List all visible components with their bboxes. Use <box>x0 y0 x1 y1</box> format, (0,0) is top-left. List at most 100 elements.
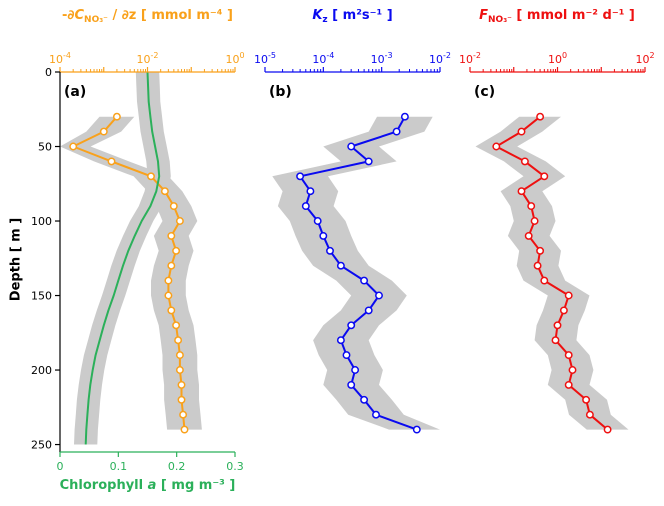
nitrate_gradient-marker <box>175 217 184 225</box>
nitrate_gradient-marker <box>172 321 181 330</box>
vertical_diffusivity-marker <box>301 202 310 211</box>
title-b-symbol: K <box>312 8 323 23</box>
depth-axis-label: Depth [ m ] <box>9 200 24 320</box>
nitrate_flux-marker <box>530 217 539 225</box>
vertical_diffusivity-marker <box>412 425 421 434</box>
nitrate_gradient-marker <box>112 112 121 121</box>
svg-text:10-4: 10-4 <box>312 51 334 66</box>
vertical_diffusivity-marker <box>364 157 373 166</box>
vertical_diffusivity-marker <box>347 380 356 389</box>
svg-text:0: 0 <box>57 460 64 473</box>
depth-axis-label-text: Depth [ m ] <box>8 217 24 302</box>
svg-text:10-2: 10-2 <box>429 51 451 66</box>
title-a-units: / ∂z [ mmol m⁻⁴ ] <box>107 8 233 23</box>
nitrate_gradient-marker <box>174 336 183 345</box>
vertical_diffusivity-marker <box>306 187 315 196</box>
title-chl-units: [ mg m⁻³ ] <box>156 478 236 493</box>
nitrate_gradient-marker <box>160 187 169 196</box>
svg-text:0.1: 0.1 <box>110 460 128 473</box>
vertical_diffusivity-marker <box>360 276 369 285</box>
vertical_diffusivity-marker <box>364 306 373 315</box>
nitrate_flux-marker <box>524 231 533 240</box>
svg-text:10-3: 10-3 <box>371 51 393 66</box>
nitrate_gradient-line <box>72 116 186 430</box>
vertical_diffusivity-marker <box>392 127 401 136</box>
svg-text:50: 50 <box>38 141 52 154</box>
nitrate_gradient-marker <box>172 246 181 255</box>
nitrate_gradient-marker <box>69 142 78 151</box>
nitrate_gradient-marker <box>180 425 189 434</box>
panel-a-label: (a) <box>64 84 87 100</box>
chlorophyll_a-line <box>84 71 161 445</box>
nitrate_flux-marker <box>520 157 529 166</box>
vertical_diffusivity-marker <box>375 291 383 300</box>
vertical_diffusivity-marker <box>336 261 345 270</box>
nitrate_gradient-marker <box>167 306 176 315</box>
svg-text:100: 100 <box>225 51 244 66</box>
panel-b-top-axis-title: Kz [ m²s⁻¹ ] <box>255 8 450 25</box>
vertical_diffusivity-marker <box>313 217 322 225</box>
title-chl-symbol: a <box>147 478 157 493</box>
vertical_diffusivity-marker <box>351 366 360 374</box>
title-a-pre: -∂ <box>62 8 75 23</box>
nitrate_flux-band <box>475 116 629 430</box>
nitrate_flux-marker <box>564 291 573 300</box>
vertical_diffusivity-marker <box>360 395 369 404</box>
svg-text:10-2: 10-2 <box>459 51 481 66</box>
vertical_diffusivity-marker <box>319 231 328 240</box>
nitrate_flux-marker <box>564 351 573 360</box>
title-c-units: [ mmol m⁻² d⁻¹ ] <box>511 8 635 23</box>
svg-text:10-4: 10-4 <box>49 51 71 66</box>
title-c-symbol: F <box>479 8 489 23</box>
nitrate_flux-marker <box>517 187 526 196</box>
nitrate_gradient-marker <box>167 261 176 270</box>
nitrate_flux-line <box>495 115 609 431</box>
nitrate_flux-marker <box>527 202 536 211</box>
panel-a-top-axis-title: -∂CNO₃⁻ / ∂z [ mmol m⁻⁴ ] <box>25 8 270 25</box>
nitrate_flux-marker <box>540 276 549 285</box>
svg-text:10-5: 10-5 <box>254 51 276 66</box>
nitrate_gradient-marker <box>164 276 173 285</box>
nitrate_flux-marker <box>585 410 594 419</box>
nitrate_gradient-marker <box>167 231 176 240</box>
vertical_diffusivity-line <box>299 116 418 431</box>
vertical_diffusivity-marker <box>372 410 380 419</box>
svg-text:200: 200 <box>31 364 52 377</box>
chlorophyll_a-band <box>74 72 171 445</box>
nitrate_flux-marker <box>568 366 577 374</box>
vertical_diffusivity-marker <box>400 112 409 121</box>
svg-text:100: 100 <box>548 51 567 66</box>
panel-c-top-axis-title: FNO₃⁻ [ mmol m⁻² d⁻¹ ] <box>450 8 664 25</box>
nitrate_gradient-marker <box>175 351 184 360</box>
title-a-symbol: C <box>74 8 85 23</box>
vertical_diffusivity-marker <box>296 172 305 181</box>
vertical_diffusivity-band <box>272 116 440 430</box>
nitrate_flux-marker <box>564 380 573 389</box>
svg-text:150: 150 <box>31 290 52 303</box>
svg-text:102: 102 <box>635 51 654 66</box>
nitrate_flux-marker <box>533 261 542 270</box>
title-c-subscript: NO₃⁻ <box>488 15 512 25</box>
vertical_diffusivity-marker <box>347 321 356 330</box>
nitrate_flux-marker <box>559 306 568 315</box>
nitrate_gradient-marker <box>179 410 188 419</box>
svg-text:0: 0 <box>45 66 52 79</box>
nitrate_gradient-marker <box>164 291 173 300</box>
title-b-units: [ m²s⁻¹ ] <box>327 8 393 23</box>
panel-a-bottom-axis-title: Chlorophyll a [ mg m⁻³ ] <box>25 478 270 493</box>
nitrate_gradient-marker <box>177 395 186 404</box>
vertical_diffusivity-marker <box>326 246 334 255</box>
svg-text:0.2: 0.2 <box>168 460 186 473</box>
nitrate_flux-marker <box>551 336 560 345</box>
nitrate_gradient-marker <box>99 127 108 136</box>
panel-b-label: (b) <box>269 84 292 100</box>
svg-text:0.3: 0.3 <box>226 460 244 473</box>
title-chl-pre: Chlorophyll <box>59 478 148 493</box>
nitrate_flux-marker <box>536 246 545 255</box>
svg-text:100: 100 <box>31 215 52 228</box>
title-a-subscript: NO₃⁻ <box>84 15 108 25</box>
nitrate_gradient-marker <box>147 172 155 181</box>
nitrate_flux-marker <box>582 395 591 404</box>
svg-text:250: 250 <box>31 439 52 452</box>
